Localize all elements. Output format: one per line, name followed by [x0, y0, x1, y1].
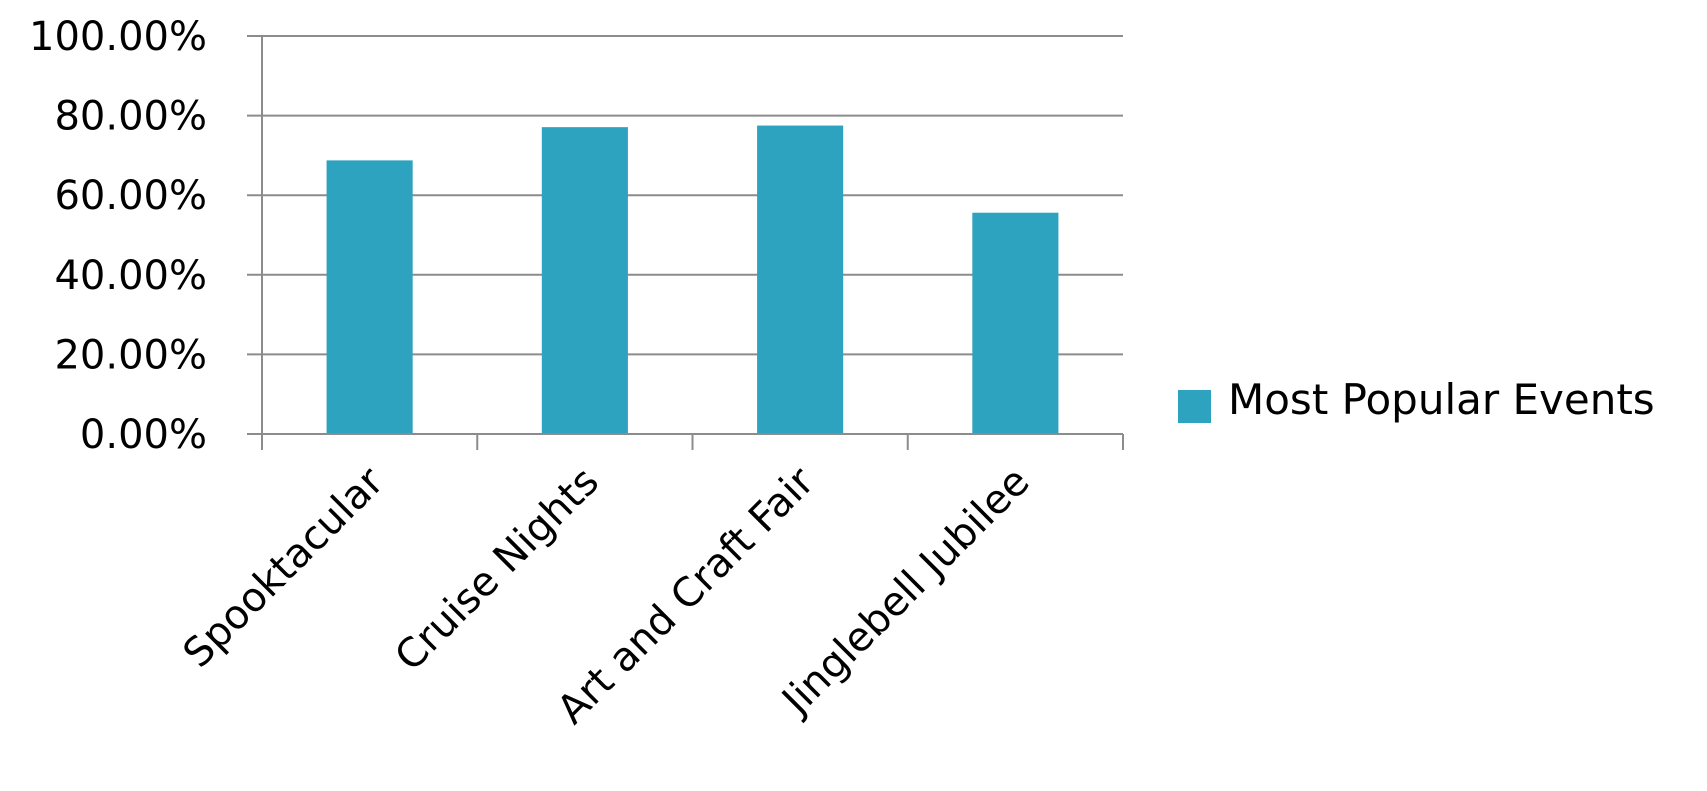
- y-tick-label: 100.00%: [29, 14, 207, 60]
- x-tick-label: Cruise Nights: [386, 459, 608, 681]
- y-tick-label: 40.00%: [54, 253, 207, 299]
- bar: [541, 127, 628, 434]
- legend: Most Popular Events: [1178, 375, 1655, 424]
- bar: [326, 160, 413, 434]
- x-tick-label: Spooktacular: [175, 458, 394, 677]
- bar: [757, 125, 844, 435]
- bar: [972, 212, 1059, 434]
- y-tick-label: 80.00%: [54, 94, 207, 140]
- y-tick-label: 20.00%: [54, 332, 207, 378]
- y-tick-label: 60.00%: [54, 173, 207, 219]
- y-axis-tick-labels: 0.00% 20.00% 40.00% 60.00% 80.00% 100.00%: [29, 14, 207, 458]
- legend-label: Most Popular Events: [1228, 375, 1655, 424]
- legend-swatch: [1178, 390, 1211, 423]
- y-tick-label: 0.00%: [80, 412, 207, 458]
- bars: [326, 125, 1059, 435]
- axes: [247, 36, 1124, 450]
